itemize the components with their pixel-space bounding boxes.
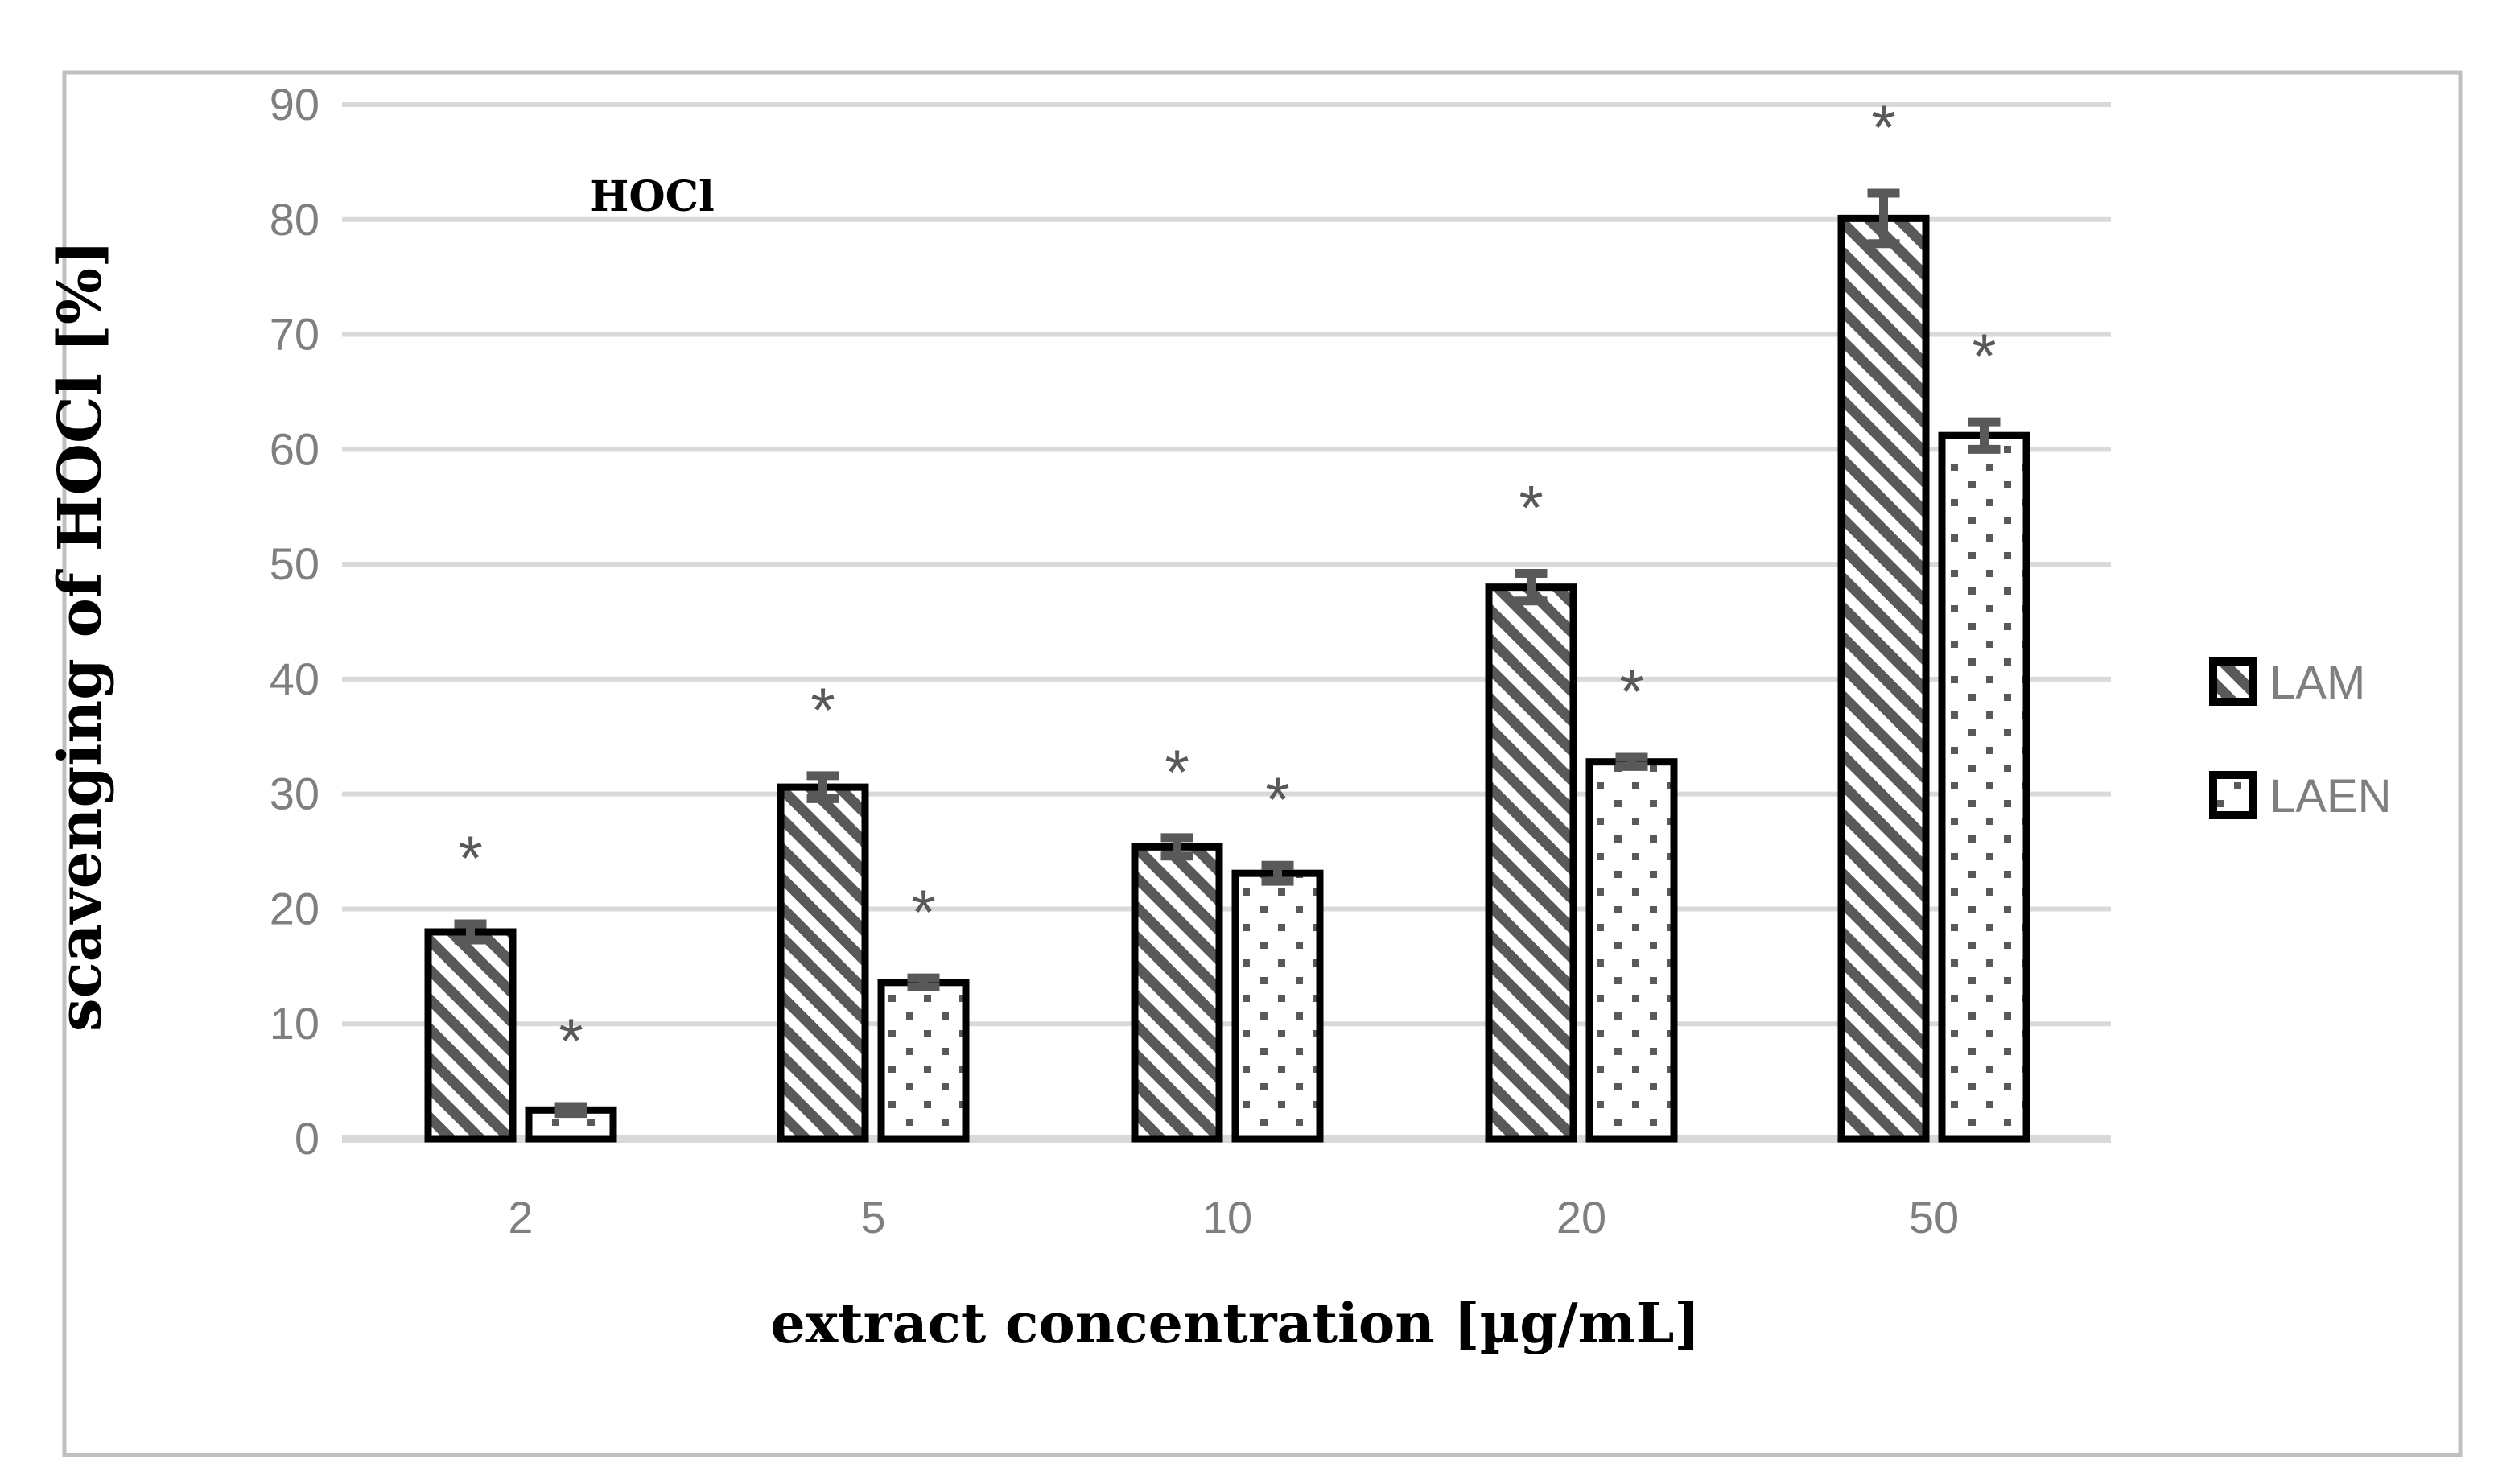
significance-asterisk-LAEN-2: * — [559, 1005, 583, 1076]
legend-swatch-laen-dots-icon — [2209, 771, 2257, 819]
significance-asterisk-LAM-50: * — [1871, 92, 1895, 163]
y-tick-label-60: 60 — [270, 423, 319, 474]
y-axis-title: scavenging of HOCl [%] — [46, 240, 115, 1032]
y-tick-label-0: 0 — [295, 1113, 319, 1164]
chart-title: HOCl — [589, 172, 715, 221]
x-tick-label-10: 10 — [1202, 1192, 1252, 1243]
x-tick-label-5: 5 — [860, 1192, 885, 1243]
x-tick-label-50: 50 — [1909, 1192, 1959, 1243]
y-tick-label-70: 70 — [270, 309, 319, 360]
significance-asterisk-LAM-20: * — [1519, 472, 1543, 543]
y-axis-tick-labels-group: 0 10 20 30 40 50 60 70 80 90 — [270, 79, 319, 1164]
x-axis-tick-labels-group: 2 5 10 20 50 — [508, 1192, 1959, 1243]
significance-asterisk-LAEN-50: * — [1972, 320, 1996, 391]
bar-LAM-20 — [1485, 583, 1577, 1143]
x-tick-label-20: 20 — [1556, 1192, 1606, 1243]
bar-LAM-5 — [777, 783, 869, 1143]
bar-LAEN-20 — [1585, 758, 1678, 1143]
bar-LAEN-50 — [1938, 431, 2030, 1143]
y-tick-label-80: 80 — [270, 194, 319, 245]
bars-group — [424, 214, 2030, 1143]
bar-LAM-2 — [424, 928, 517, 1143]
legend-label-laen: LAEN — [2269, 770, 2392, 822]
bar-LAM-10 — [1131, 843, 1223, 1143]
y-tick-label-90: 90 — [270, 79, 319, 130]
bar-LAEN-5 — [877, 979, 970, 1143]
legend: LAM LAEN — [2209, 657, 2392, 822]
significance-asterisk-LAEN-10: * — [1265, 764, 1289, 835]
y-tick-label-30: 30 — [270, 769, 319, 819]
y-tick-label-40: 40 — [270, 653, 319, 704]
significance-asterisk-LAEN-5: * — [911, 876, 935, 947]
significance-asterisks-group: * * * * * * * * * * — [458, 92, 1996, 1076]
chart-frame-border — [62, 70, 2463, 1457]
significance-asterisk-LAEN-20: * — [1619, 656, 1643, 727]
significance-asterisk-LAM-5: * — [810, 674, 835, 745]
error-bars-group — [454, 188, 2001, 1119]
y-tick-label-10: 10 — [270, 998, 319, 1049]
x-axis-title: extract concentration [µg/mL] — [770, 1292, 1700, 1356]
bar-LAM-50 — [1837, 214, 1930, 1143]
legend-swatch-lam-hatch-icon — [2209, 657, 2257, 706]
x-tick-label-2: 2 — [508, 1192, 533, 1243]
gridlines-group — [342, 102, 2111, 1143]
y-tick-label-20: 20 — [270, 883, 319, 934]
legend-label-lam: LAM — [2269, 657, 2365, 709]
significance-asterisk-LAM-10: * — [1165, 736, 1189, 807]
significance-asterisk-LAM-2: * — [458, 822, 482, 893]
bar-LAEN-10 — [1231, 869, 1324, 1143]
y-tick-label-50: 50 — [270, 538, 319, 589]
